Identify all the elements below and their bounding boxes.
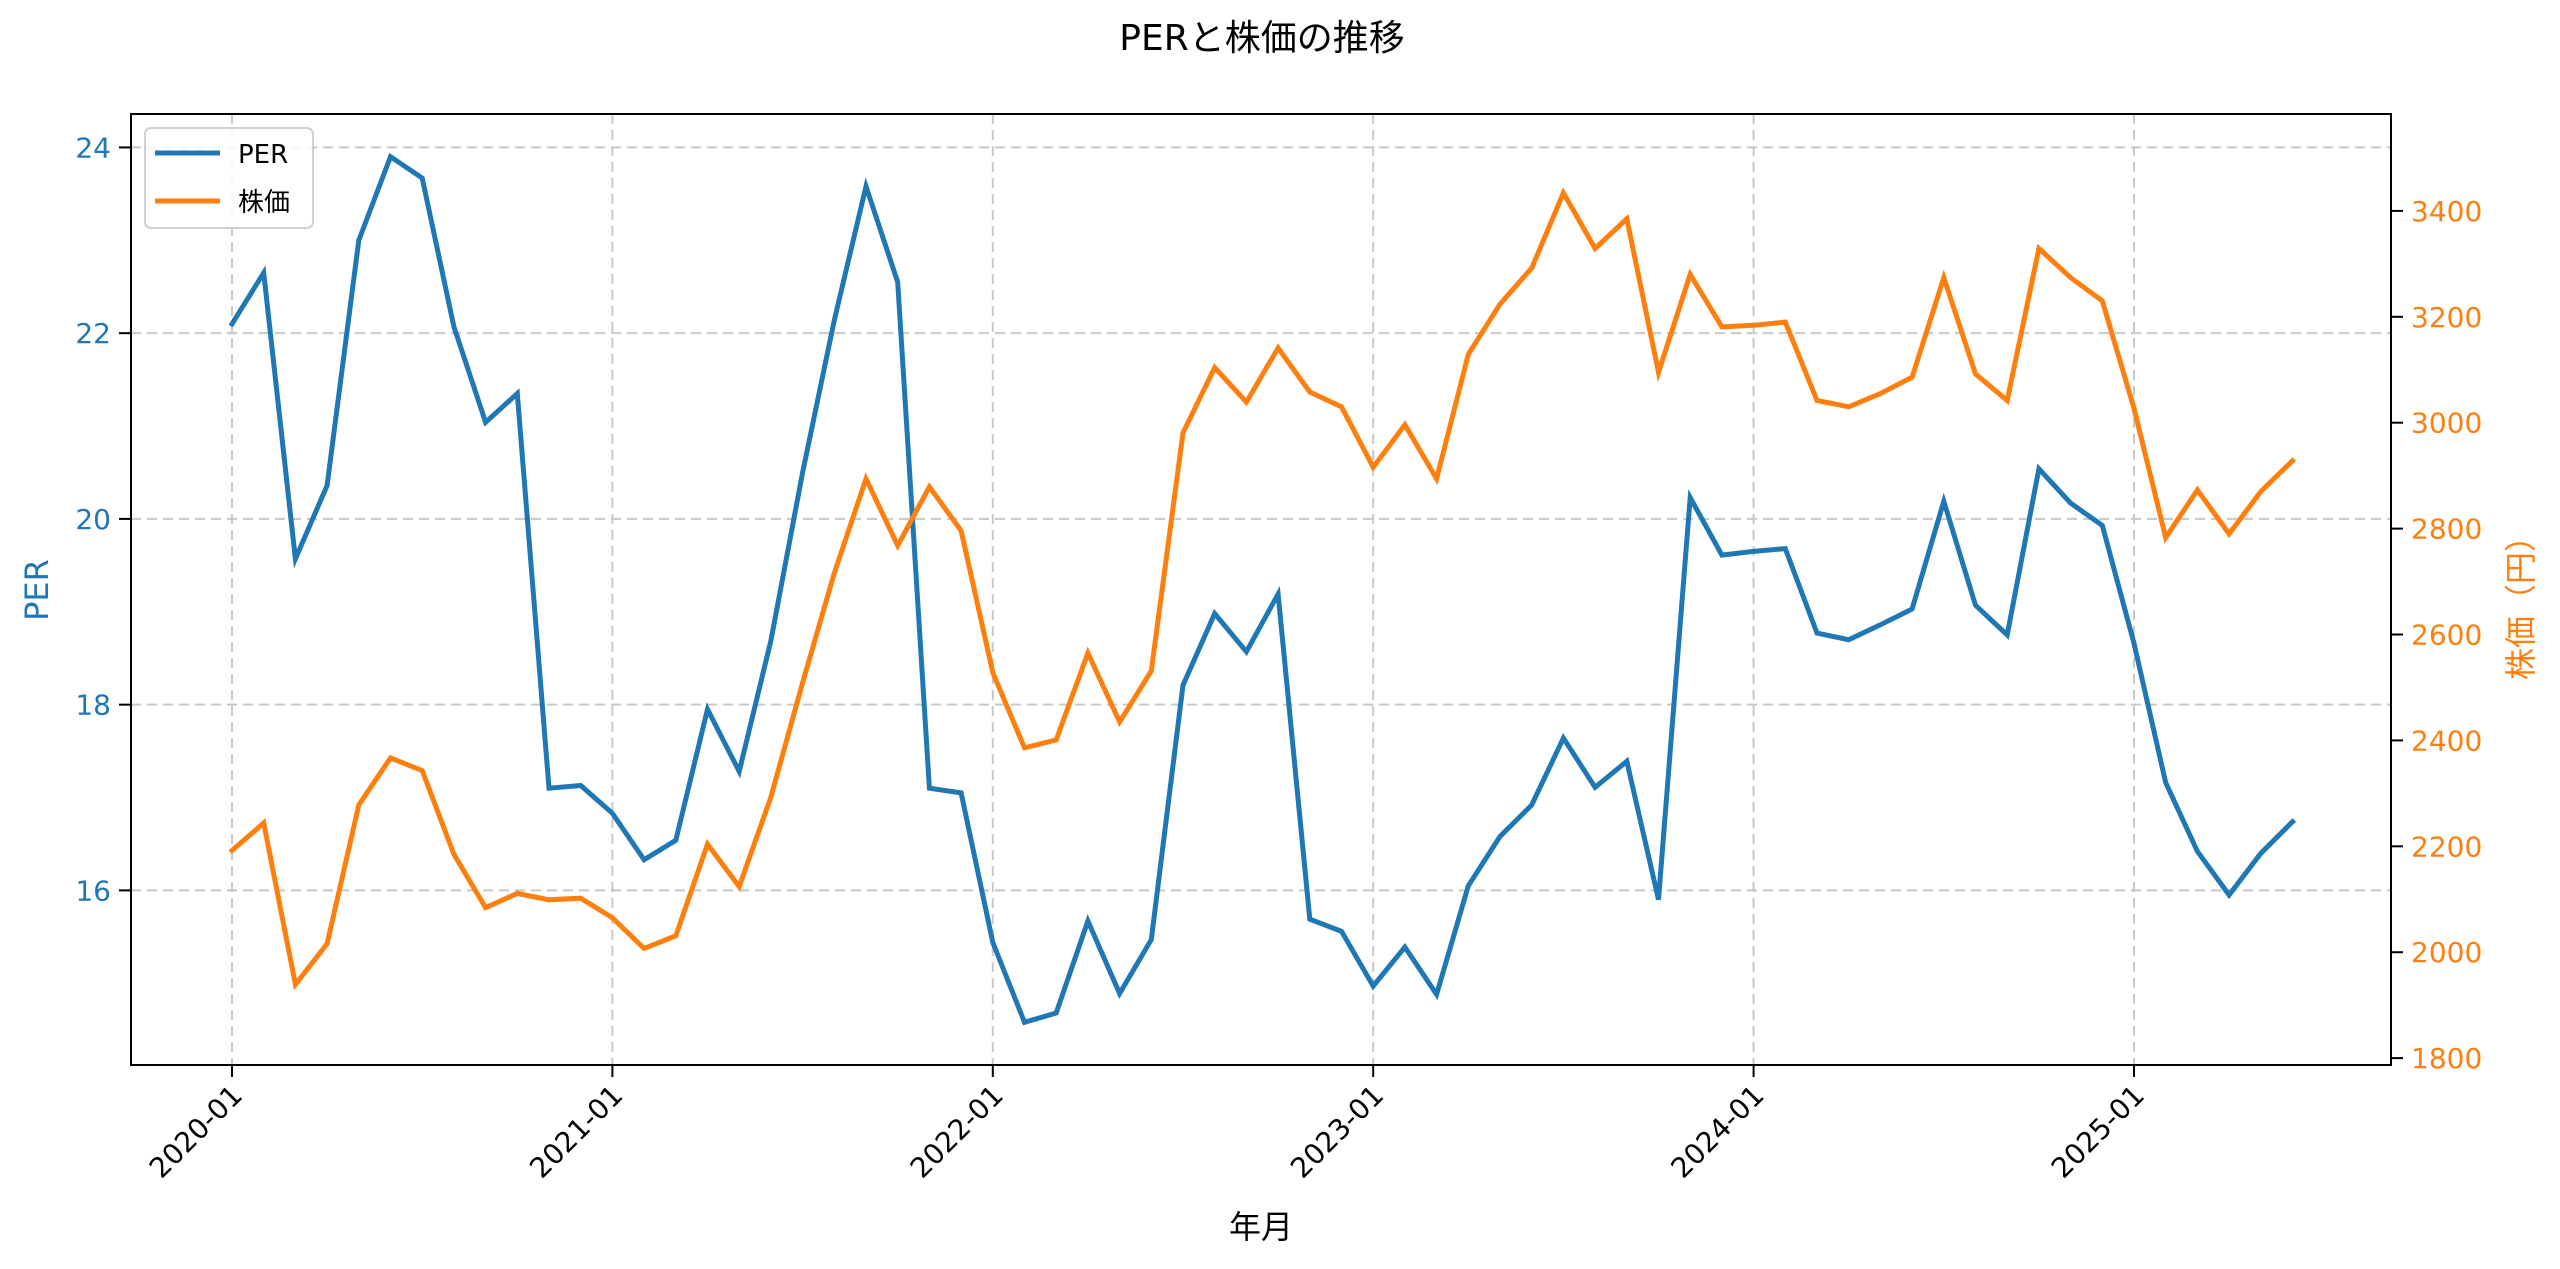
x-tick-label: 2023-01 — [1284, 1079, 1390, 1185]
y-axis-right-label: 株価（円） — [2502, 520, 2540, 680]
y-right-tick-label: 2000 — [2411, 936, 2482, 969]
x-tick-label: 2020-01 — [143, 1079, 249, 1185]
x-tick-label: 2024-01 — [1664, 1079, 1770, 1185]
y-left-tick-label: 22 — [75, 317, 111, 350]
y-right-tick-label: 2200 — [2411, 830, 2482, 863]
series-line-stock-price — [228, 187, 2297, 991]
y-left-tick-label: 20 — [75, 503, 111, 536]
x-axis: 2020-01 2021-01 2022-01 2023-01 2024-01 2025-… — [143, 1065, 2151, 1185]
y-axis-right: 1800 2000 2200 2400 2600 2800 3000 3200 3400 — [2391, 195, 2482, 1075]
x-tick-label: 2025-01 — [2045, 1079, 2151, 1185]
y-axis-left-label: PER — [18, 559, 56, 621]
plot-frame — [130, 113, 2392, 1066]
legend-label-stock: 株価 — [238, 188, 290, 218]
chart-title: PERと株価の推移 — [1119, 18, 1404, 59]
gridlines — [131, 114, 2391, 1065]
series-line-per — [228, 152, 2297, 1026]
series-lines — [228, 152, 2297, 1026]
y-right-tick-label: 2800 — [2411, 513, 2482, 546]
x-tick-label: 2022-01 — [904, 1079, 1010, 1185]
legend: PER 株価 — [144, 127, 314, 229]
y-right-tick-label: 3200 — [2411, 301, 2482, 334]
y-left-tick-label: 18 — [75, 689, 111, 722]
y-left-tick-label: 24 — [75, 131, 111, 164]
x-tick-label: 2021-01 — [523, 1079, 629, 1185]
x-axis-label: 年月 — [1229, 1208, 1293, 1246]
y-right-tick-label: 1800 — [2411, 1042, 2482, 1075]
y-axis-left: 16 18 20 22 24 — [75, 131, 131, 907]
y-right-tick-label: 2600 — [2411, 619, 2482, 652]
legend-label-per: PER — [238, 140, 288, 170]
y-right-tick-label: 3000 — [2411, 407, 2482, 440]
y-right-tick-label: 2400 — [2411, 724, 2482, 757]
y-right-tick-label: 3400 — [2411, 195, 2482, 228]
y-left-tick-label: 16 — [75, 874, 111, 907]
